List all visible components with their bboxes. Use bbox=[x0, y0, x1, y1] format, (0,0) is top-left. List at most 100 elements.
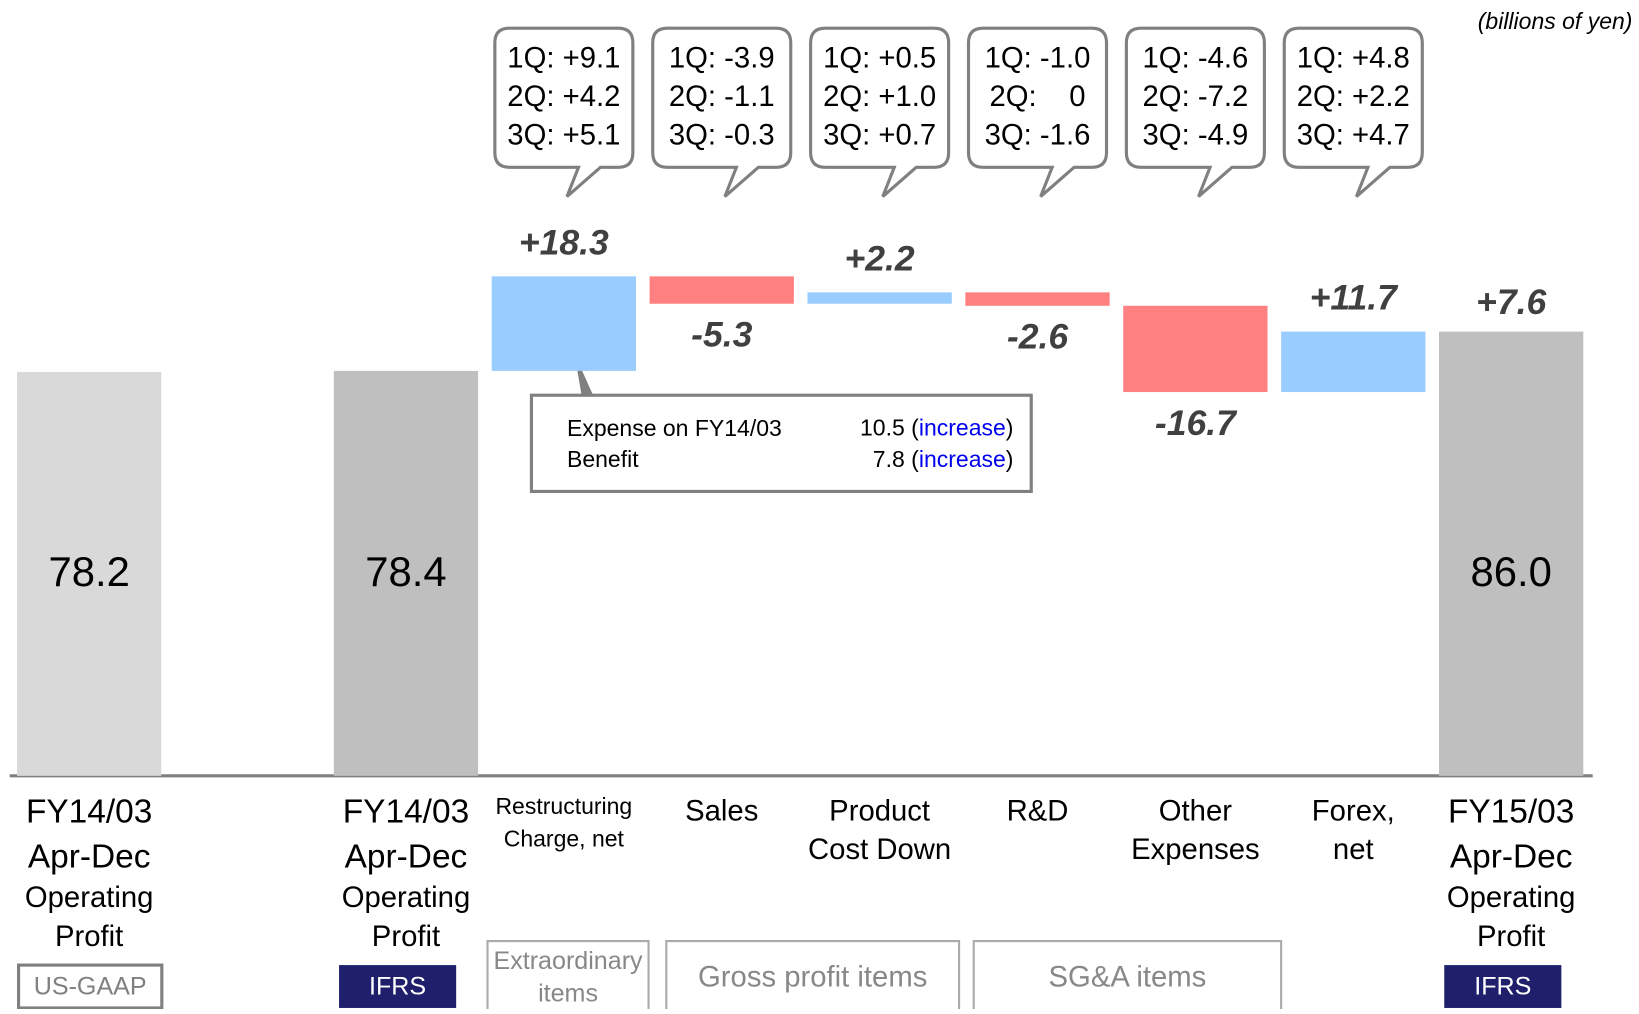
bar bbox=[1439, 331, 1584, 776]
category-line: Profit bbox=[1477, 921, 1545, 953]
group-label: SG&A items bbox=[1049, 961, 1207, 993]
callout-line: 2Q: -7.2 bbox=[1143, 81, 1249, 113]
note-part: increase bbox=[919, 446, 1006, 472]
category-line: Product bbox=[829, 795, 930, 827]
callout-line: 1Q: -1.0 bbox=[985, 42, 1091, 74]
callout-line: 1Q: -3.9 bbox=[669, 42, 775, 74]
category-label: Restructuring Charge, net bbox=[495, 793, 632, 851]
bar bbox=[333, 370, 479, 776]
bar bbox=[649, 276, 794, 304]
category-line: FY14/03 bbox=[26, 793, 152, 830]
note-value: 7.8 (increase) bbox=[873, 446, 1014, 472]
value-label: +11.7 bbox=[1310, 278, 1400, 318]
category-label: FY14/03 Apr-Dec Operating Profit bbox=[25, 793, 154, 952]
callout-line: 1Q: +9.1 bbox=[507, 42, 620, 74]
bar bbox=[965, 292, 1110, 306]
note-part: 10.5 ( bbox=[860, 415, 919, 441]
group-line: Extraordinary bbox=[493, 947, 643, 975]
category-line: Operating bbox=[1447, 882, 1576, 914]
callout-line: 2Q: +1.0 bbox=[823, 81, 936, 113]
standard-tag bbox=[1444, 965, 1562, 1008]
category-line: Apr-Dec bbox=[345, 838, 468, 875]
unit-note: (billions of yen) bbox=[1478, 8, 1633, 34]
note-box bbox=[529, 393, 1033, 493]
value-label: -2.6 bbox=[1007, 317, 1068, 357]
category-line: Profit bbox=[372, 921, 440, 953]
category-line: FY15/03 bbox=[1448, 793, 1574, 830]
value-label: +18.3 bbox=[519, 222, 609, 262]
callout bbox=[966, 26, 1109, 198]
standard-label: IFRS bbox=[1474, 973, 1531, 1001]
category-label: Forex, net bbox=[1312, 795, 1395, 866]
category-line: Restructuring bbox=[495, 793, 632, 819]
bar bbox=[17, 371, 162, 776]
group-line: SG&A items bbox=[1049, 961, 1207, 993]
note-part: ) bbox=[1006, 446, 1014, 472]
callout-line: 1Q: +0.5 bbox=[823, 42, 936, 74]
callout-line: 2Q: +2.2 bbox=[1297, 81, 1410, 113]
category-line: Operating bbox=[342, 882, 471, 914]
bar bbox=[491, 276, 636, 371]
standard-tag bbox=[339, 965, 457, 1008]
standard-label: US-GAAP bbox=[34, 973, 147, 1001]
callout-line: 3Q: +5.1 bbox=[507, 120, 620, 152]
callout-line: 2Q: -1.1 bbox=[669, 81, 775, 113]
callout-line: 3Q: -0.3 bbox=[669, 120, 775, 152]
group-line: Gross profit items bbox=[698, 961, 927, 993]
callout-line: 2Q: 0 bbox=[990, 81, 1086, 113]
group-box bbox=[665, 939, 961, 1009]
callout bbox=[651, 26, 793, 198]
callout-line: 3Q: -4.9 bbox=[1143, 120, 1249, 152]
category-label: Other Expenses bbox=[1131, 795, 1260, 866]
category-line: Other bbox=[1159, 795, 1232, 827]
category-label: R&D bbox=[1007, 795, 1069, 827]
callout-line: 2Q: +4.2 bbox=[507, 81, 620, 113]
change-label: +7.6 bbox=[1476, 282, 1546, 322]
group-label: Gross profit items bbox=[698, 961, 927, 993]
callout-line: 1Q: +4.8 bbox=[1297, 42, 1410, 74]
category-line: Charge, net bbox=[504, 826, 625, 852]
note-label: Expense on FY14/03 bbox=[567, 415, 782, 441]
callout-line: 1Q: -4.6 bbox=[1143, 42, 1249, 74]
category-line: Operating bbox=[25, 882, 154, 914]
note-value: 10.5 (increase) bbox=[860, 415, 1013, 441]
category-label: FY15/03 Apr-Dec Operating Profit bbox=[1447, 793, 1576, 952]
category-line: net bbox=[1333, 834, 1374, 866]
value-label: -5.3 bbox=[691, 315, 752, 355]
callout-line: 3Q: -1.6 bbox=[985, 120, 1091, 152]
note-part: ) bbox=[1006, 415, 1014, 441]
category-label: FY14/03 Apr-Dec Operating Profit bbox=[342, 793, 471, 952]
note-part: 7.8 ( bbox=[873, 446, 919, 472]
category-line: Forex, bbox=[1312, 795, 1395, 827]
group-label: Extraordinary items bbox=[493, 947, 643, 1007]
category-line: Cost Down bbox=[808, 834, 951, 866]
category-line: Expenses bbox=[1131, 834, 1260, 866]
callout bbox=[1282, 26, 1424, 198]
category-line: R&D bbox=[1007, 795, 1069, 827]
bar bbox=[807, 292, 952, 304]
category-line: Profit bbox=[55, 921, 123, 953]
group-box bbox=[486, 939, 650, 1009]
standard-label: IFRS bbox=[369, 973, 426, 1001]
standard-tag bbox=[17, 963, 164, 1010]
category-line: FY14/03 bbox=[343, 793, 469, 830]
note-part: increase bbox=[919, 415, 1006, 441]
callout-line: 3Q: +0.7 bbox=[823, 120, 936, 152]
callout bbox=[809, 26, 951, 198]
callout-line: 3Q: +4.7 bbox=[1297, 120, 1410, 152]
bar bbox=[1281, 331, 1426, 393]
callout bbox=[493, 26, 635, 198]
value-label: +2.2 bbox=[845, 238, 915, 278]
value-label: 78.4 bbox=[365, 548, 446, 595]
category-line: Apr-Dec bbox=[1450, 838, 1573, 875]
value-label: 86.0 bbox=[1470, 548, 1551, 595]
category-label: Sales bbox=[685, 795, 758, 827]
category-label: Product Cost Down bbox=[808, 795, 951, 866]
bar bbox=[1123, 305, 1268, 393]
note-label: Benefit bbox=[567, 446, 639, 472]
value-label: 78.2 bbox=[48, 548, 129, 595]
category-line: Sales bbox=[685, 795, 758, 827]
category-line: Apr-Dec bbox=[28, 838, 151, 875]
value-label: -16.7 bbox=[1155, 403, 1238, 443]
